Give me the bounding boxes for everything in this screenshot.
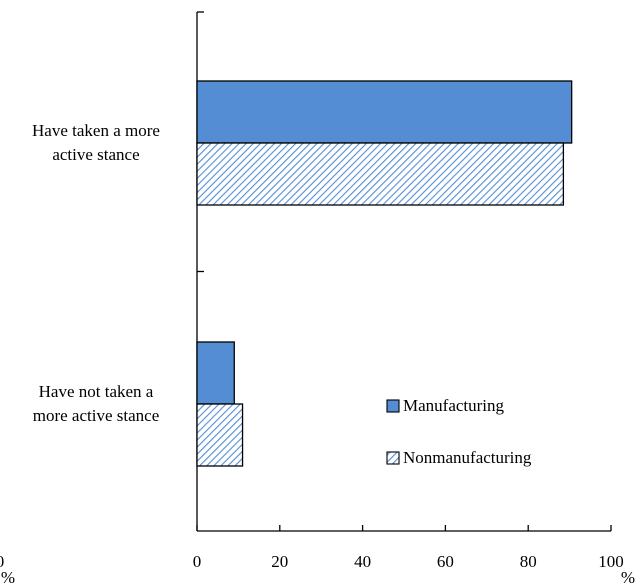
bar-nonmanufacturing-1 (196, 142, 565, 206)
bar-manufacturing-2 (196, 341, 235, 405)
x-tick-label: 0 (193, 552, 202, 571)
x-tick-label: 20 (271, 552, 288, 571)
legend-swatch-manufacturing (386, 399, 400, 413)
legend: Manufacturing Nonmanufacturing (386, 396, 532, 467)
bar-nonmanufacturing-2 (196, 403, 244, 467)
category-label: more active stance (33, 406, 160, 425)
legend-swatch-nonmanufacturing (386, 451, 400, 465)
legend-label: Nonmanufacturing (403, 448, 532, 467)
x-tick-label: 60 (437, 552, 454, 571)
x-unit-label: % (621, 568, 635, 587)
bars (196, 80, 573, 467)
x-tick-label: 40 (354, 552, 371, 571)
category-label: active stance (52, 145, 139, 164)
left-unit-label: % (1, 568, 15, 587)
left-corner-label: 0 (0, 552, 4, 571)
x-tick-label: 80 (520, 552, 537, 571)
category-label: Have not taken a (39, 382, 154, 401)
category-label: Have taken a more (32, 121, 160, 140)
bar-manufacturing-1 (196, 80, 573, 144)
x-tick-label: 100 (598, 552, 624, 571)
legend-label: Manufacturing (403, 396, 505, 415)
